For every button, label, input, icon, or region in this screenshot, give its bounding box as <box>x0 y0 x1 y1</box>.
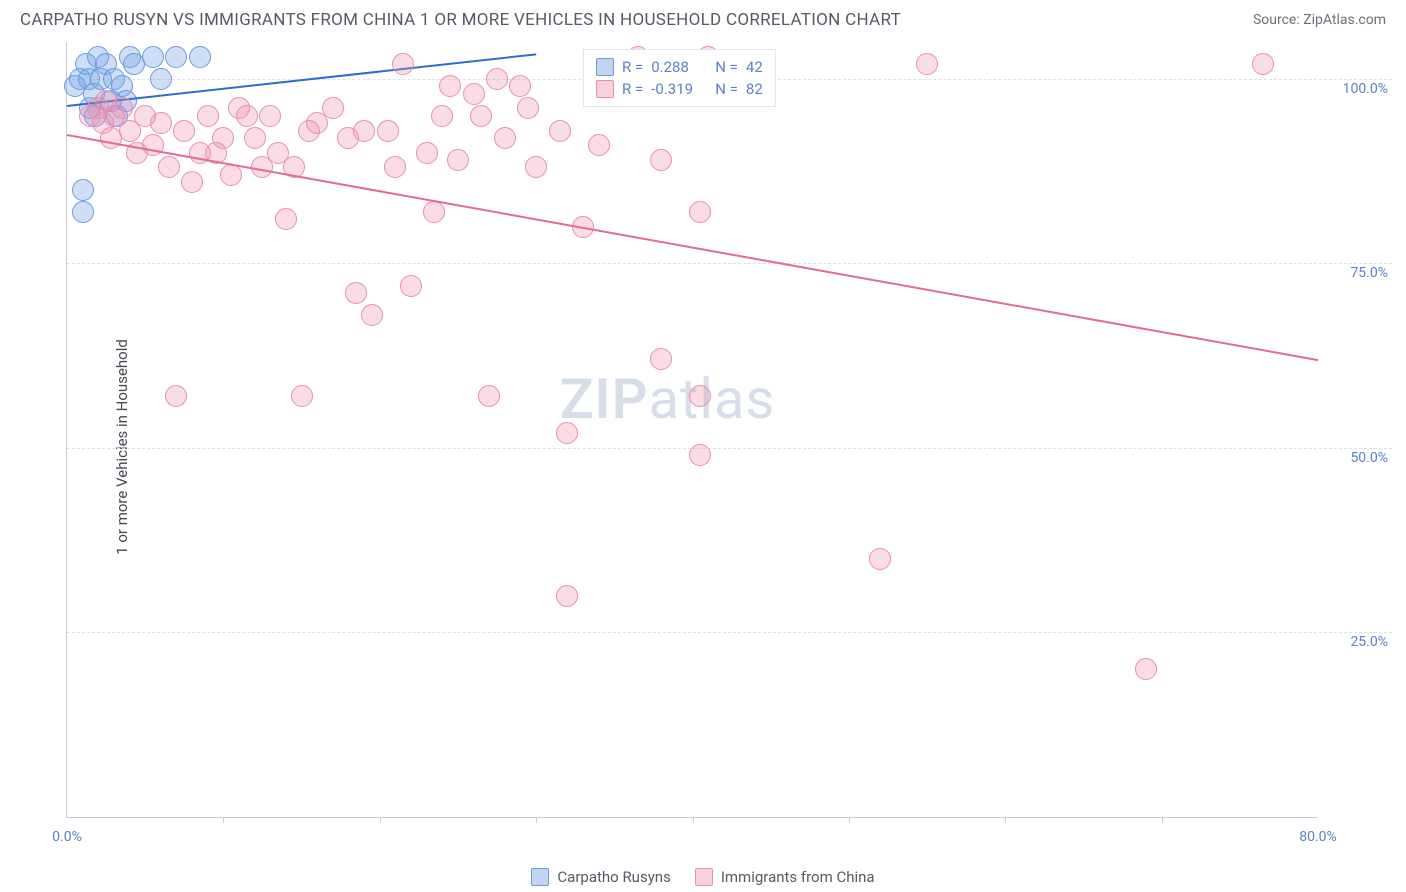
data-point <box>322 97 344 119</box>
gridline <box>67 632 1392 633</box>
data-point <box>689 385 711 407</box>
data-point <box>689 444 711 466</box>
data-point <box>556 422 578 444</box>
data-point <box>197 105 219 127</box>
gridline <box>67 448 1392 449</box>
data-point <box>1252 53 1274 75</box>
chart-header: CARPATHO RUSYN VS IMMIGRANTS FROM CHINA … <box>0 0 1406 36</box>
x-tick-mark <box>380 817 381 823</box>
data-point <box>1135 658 1157 680</box>
legend-swatch <box>596 80 614 98</box>
stats-legend-row: R = -0.319 N = 82 <box>596 78 763 100</box>
data-point <box>463 83 485 105</box>
data-point <box>150 68 172 90</box>
legend-swatch-blue <box>531 868 549 886</box>
x-tick-mark <box>1162 817 1163 823</box>
data-point <box>869 548 891 570</box>
data-point <box>470 105 492 127</box>
data-point <box>345 282 367 304</box>
data-point <box>173 120 195 142</box>
legend-swatch <box>596 58 614 76</box>
data-point <box>486 68 508 90</box>
data-point <box>517 97 539 119</box>
data-point <box>158 156 180 178</box>
r-value: 0.288 <box>651 58 707 76</box>
data-point <box>392 53 414 75</box>
data-point <box>353 120 375 142</box>
data-point <box>142 46 164 68</box>
x-tick-mark <box>536 817 537 823</box>
data-point <box>650 149 672 171</box>
legend-label-blue: Carpatho Rusyns <box>557 868 670 886</box>
bottom-legend: Carpatho Rusyns Immigrants from China <box>0 868 1406 886</box>
data-point <box>181 171 203 193</box>
r-label: R = <box>622 58 643 76</box>
legend-item-blue: Carpatho Rusyns <box>531 868 670 886</box>
data-point <box>689 201 711 223</box>
chart-title: CARPATHO RUSYN VS IMMIGRANTS FROM CHINA … <box>20 10 901 30</box>
data-point <box>431 105 453 127</box>
data-point <box>494 127 516 149</box>
data-point <box>650 348 672 370</box>
x-tick-mark <box>849 817 850 823</box>
data-point <box>525 156 547 178</box>
y-tick-label: 25.0% <box>1324 634 1388 650</box>
n-label: N = <box>715 58 738 76</box>
data-point <box>416 142 438 164</box>
data-point <box>400 275 422 297</box>
n-value: 82 <box>746 80 763 98</box>
x-tick-mark <box>223 817 224 823</box>
x-tick-mark <box>693 817 694 823</box>
data-point <box>212 127 234 149</box>
data-point <box>220 164 242 186</box>
trendline <box>67 134 1318 361</box>
gridline <box>67 263 1392 264</box>
data-point <box>72 179 94 201</box>
data-point <box>439 75 461 97</box>
x-tick-label: 0.0% <box>52 829 82 845</box>
x-tick-mark <box>1005 817 1006 823</box>
data-point <box>377 120 399 142</box>
chart-area: 1 or more Vehicles in Household ZIPatlas… <box>20 42 1392 852</box>
source-label: Source: ZipAtlas.com <box>1253 12 1386 28</box>
n-label: N = <box>715 80 738 98</box>
data-point <box>150 112 172 134</box>
data-point <box>189 46 211 68</box>
data-point <box>72 201 94 223</box>
stats-legend: R = 0.288 N = 42 R = -0.319 N = 82 <box>583 49 776 107</box>
x-tick-label: 80.0% <box>1299 829 1337 845</box>
y-tick-label: 100.0% <box>1324 81 1388 97</box>
data-point <box>509 75 531 97</box>
legend-item-pink: Immigrants from China <box>695 868 875 886</box>
watermark: ZIPatlas <box>560 366 776 432</box>
data-point <box>361 304 383 326</box>
data-point <box>556 585 578 607</box>
y-tick-label: 50.0% <box>1324 450 1388 466</box>
data-point <box>236 105 258 127</box>
data-point <box>916 53 938 75</box>
data-point <box>111 97 133 119</box>
data-point <box>384 156 406 178</box>
n-value: 42 <box>746 58 763 76</box>
data-point <box>423 201 445 223</box>
legend-swatch-pink <box>695 868 713 886</box>
stats-legend-row: R = 0.288 N = 42 <box>596 56 763 78</box>
data-point <box>244 127 266 149</box>
data-point <box>275 208 297 230</box>
data-point <box>478 385 500 407</box>
plot-region: ZIPatlas 25.0%50.0%75.0%100.0%0.0%80.0%R… <box>66 42 1318 818</box>
r-label: R = <box>622 80 643 98</box>
legend-label-pink: Immigrants from China <box>721 868 875 886</box>
r-value: -0.319 <box>651 80 707 98</box>
data-point <box>291 385 313 407</box>
data-point <box>447 149 469 171</box>
y-tick-label: 75.0% <box>1324 265 1388 281</box>
data-point <box>165 46 187 68</box>
data-point <box>588 134 610 156</box>
data-point <box>549 120 571 142</box>
data-point <box>259 105 281 127</box>
data-point <box>165 385 187 407</box>
